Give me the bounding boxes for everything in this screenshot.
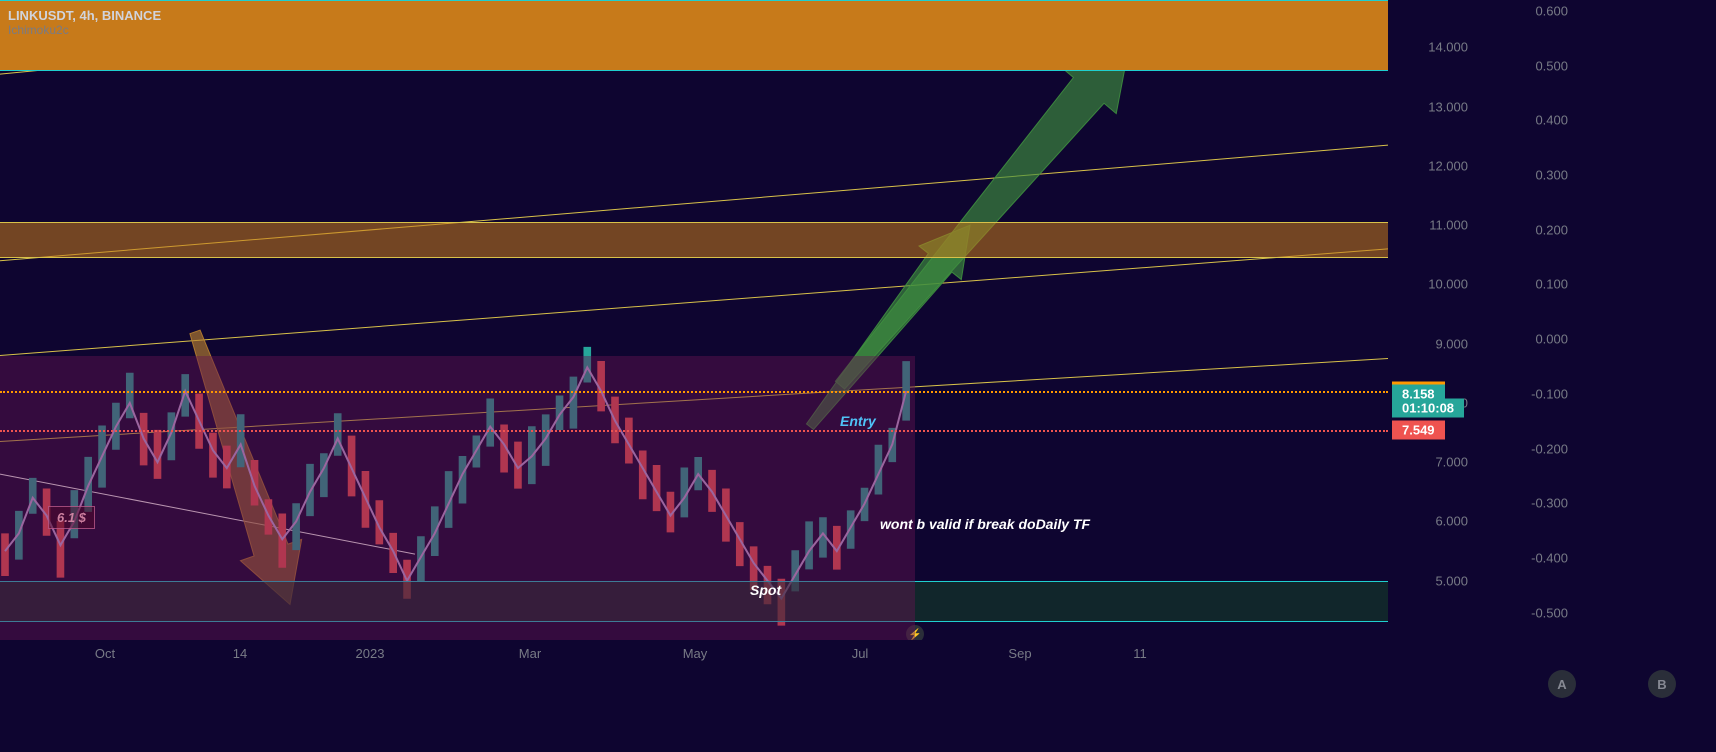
price-axis-tick: 11.000 [1429, 218, 1468, 233]
price-axis: 14.00013.00012.00011.00010.0009.0008.000… [1388, 0, 1478, 640]
secondary-axis-tick: 0.300 [1535, 168, 1568, 183]
time-axis-tick: 11 [1133, 646, 1147, 661]
secondary-axis-tick: -0.500 [1531, 605, 1568, 620]
scale-button-b[interactable]: B [1648, 670, 1676, 698]
scale-button-a[interactable]: A [1548, 670, 1576, 698]
secondary-axis-tick: 0.100 [1535, 277, 1568, 292]
secondary-axis-tick: -0.100 [1531, 386, 1568, 401]
secondary-axis-tick: 0.500 [1535, 58, 1568, 73]
price-line [0, 391, 1388, 393]
price-axis-tick: 7.000 [1435, 455, 1468, 470]
secondary-axis: 0.600 0.500 0.400 0.300 0.200 0.100 0.000 -0.10… [1478, 0, 1578, 640]
time-axis-tick: 14 [233, 646, 247, 661]
price-zone [0, 0, 1388, 71]
price-axis-tick: 5.000 [1435, 573, 1468, 588]
time-axis: Oct 14 2023 Mar May Jul Sep 11 [0, 640, 1388, 670]
price-axis-tick: 6.000 [1435, 514, 1468, 529]
price-axis-tick: 10.000 [1428, 277, 1468, 292]
time-axis-tick: May [683, 646, 708, 661]
secondary-axis-tick: 0.600 [1535, 3, 1568, 18]
symbol-interval: LINKUSDT, 4h, BINANCE [8, 8, 161, 23]
price-axis-tick: 9.000 [1435, 336, 1468, 351]
price-axis-tick: 12.000 [1428, 158, 1468, 173]
time-axis-tick: Mar [519, 646, 541, 661]
time-axis-tick: Oct [95, 646, 115, 661]
secondary-axis-tick: -0.200 [1531, 441, 1568, 456]
price-line [0, 430, 1388, 432]
time-axis-tick: Jul [852, 646, 869, 661]
secondary-axis-tick: 0.200 [1535, 222, 1568, 237]
price-zone [0, 222, 1388, 258]
chart-plot-area[interactable]: LINKUSDT, 4h, BINANCE Ichimoku2c ⚡ Entry… [0, 0, 1388, 640]
chart-title-block: LINKUSDT, 4h, BINANCE Ichimoku2c [8, 8, 161, 37]
time-axis-tick: Sep [1008, 646, 1031, 661]
secondary-axis-tick: 0.000 [1535, 332, 1568, 347]
chart-annotation: Spot [750, 582, 781, 598]
price-marker: 01:10:08 [1392, 398, 1464, 417]
secondary-axis-tick: 0.400 [1535, 113, 1568, 128]
indicator-name: Ichimoku2c [8, 23, 161, 37]
secondary-axis-tick: -0.300 [1531, 496, 1568, 511]
chart-annotation: Entry [840, 413, 876, 429]
price-label-box: 6.1 $ [48, 506, 95, 529]
secondary-axis-tick: -0.400 [1531, 550, 1568, 565]
price-axis-tick: 13.000 [1428, 99, 1468, 114]
price-marker: 7.549 [1392, 420, 1445, 439]
time-axis-tick: 2023 [356, 646, 385, 661]
chart-annotation: wont b valid if break doDaily TF [880, 516, 1090, 532]
price-axis-tick: 14.000 [1428, 40, 1468, 55]
